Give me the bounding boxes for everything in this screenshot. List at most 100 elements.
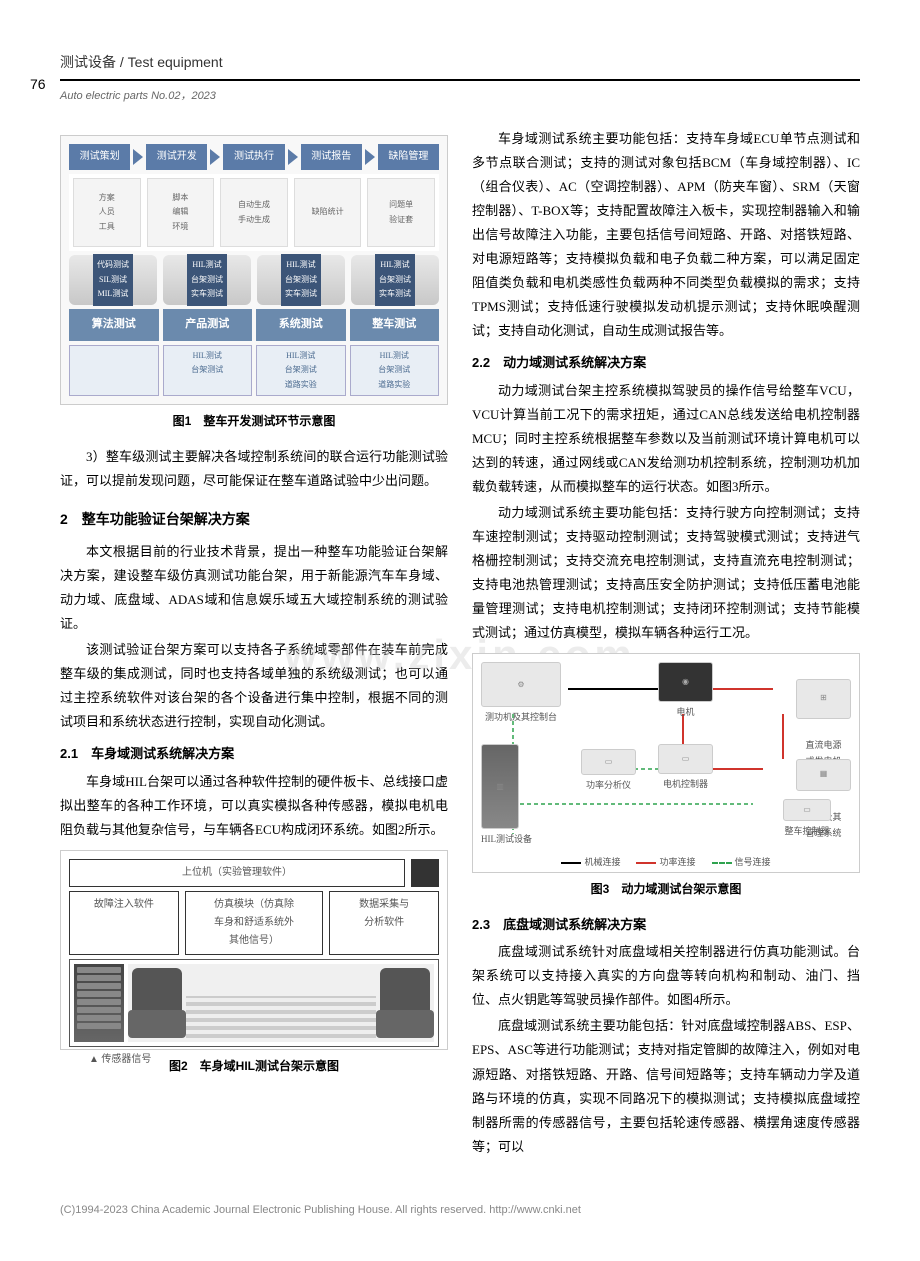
arrow-icon <box>133 149 143 165</box>
fig3-power-analyzer: ▭ 功率分析仪 <box>581 749 636 793</box>
fig3-legend-signal: 信号连接 <box>712 854 771 870</box>
figure1-mid: 方案 人员 工具 脚本 编辑 环境 自动生成 手动生成 缺陷统计 <box>69 174 439 251</box>
legend-label: 功率连接 <box>659 857 695 867</box>
page-number: 76 <box>30 72 46 97</box>
body-text: 底盘域测试系统针对底盘域相关控制器进行仿真功能测试。台架系统可以支持接入真实的方… <box>472 940 860 1012</box>
fig1-mid-panel: 方案 人员 工具 <box>73 178 141 247</box>
fig1-step: 测试策划 <box>69 144 130 170</box>
fig3-vcu: ▭ 整车控制器 <box>783 799 831 839</box>
fig2-daq: 数据采集与 分析软件 <box>329 891 439 955</box>
fig2-sensor-text: 传感器信号 <box>101 1054 151 1065</box>
fig1-mid-label: 问题单 <box>389 198 413 212</box>
fig1-step: 测试报告 <box>301 144 362 170</box>
seat-icon <box>380 968 430 1038</box>
fig1-car: 代码测试 SIL测试 MIL测试 <box>69 255 157 305</box>
fig1-car-label: 代码测试 SIL测试 MIL测试 <box>93 254 133 305</box>
page: www.zixin.com 测试设备 / Test equipment 76 A… <box>0 0 920 1261</box>
figure1-categories: 算法测试 产品测试 系统测试 整车测试 HIL测试 台架测试 HIL测试 台架测… <box>69 309 439 396</box>
fig1-car: HIL测试 台架测试 实车测试 <box>163 255 251 305</box>
two-column-layout: 测试策划 测试开发 测试执行 测试报告 缺陷管理 方案 人员 工具 <box>60 127 860 1161</box>
fig1-mid-label: 缺陷统计 <box>312 205 344 219</box>
body-text: 动力域测试台架主控系统模拟驾驶员的操作信号给整车VCU，VCU计算当前工况下的需… <box>472 379 860 499</box>
fig2-rack <box>74 964 124 1042</box>
fig3-node-label: 电机控制器 <box>658 776 713 792</box>
fig2-fault-inject: 故障注入软件 <box>69 891 179 955</box>
fig3-dyno: ⚙ 测功机及其控制台 <box>481 662 561 725</box>
fig1-car-label: HIL测试 台架测试 实车测试 <box>187 254 227 305</box>
legend-label: 机械连接 <box>584 857 620 867</box>
fig3-motor-ctrl: ▭ 电机控制器 <box>658 744 713 792</box>
fig1-cat: 算法测试 <box>69 309 159 341</box>
fig1-leaf: HIL测试 台架测试 道路实验 <box>350 345 440 396</box>
fig1-mid-label: 自动生成 <box>238 198 270 212</box>
section-2-2-title: 2.2 动力域测试系统解决方案 <box>472 351 860 374</box>
figure-1: 测试策划 测试开发 测试执行 测试报告 缺陷管理 方案 人员 工具 <box>60 135 448 405</box>
journal-info: Auto electric parts No.02，2023 <box>60 87 860 107</box>
body-text: 车身域测试系统主要功能包括：支持车身域ECU单节点测试和多节点联合测试；支持的测… <box>472 127 860 343</box>
fig1-car-label: HIL测试 台架测试 实车测试 <box>375 254 415 305</box>
fig1-step: 测试开发 <box>146 144 207 170</box>
section-2-title: 2 整车功能验证台架解决方案 <box>60 507 448 532</box>
fig2-seat-area <box>128 964 434 1042</box>
figure3-caption: 图3 动力域测试台架示意图 <box>472 879 860 901</box>
fig1-step: 缺陷管理 <box>378 144 439 170</box>
fig1-cat: 产品测试 <box>163 309 253 341</box>
fig1-mid-panel: 缺陷统计 <box>294 178 362 247</box>
fig1-car-label: HIL测试 台架测试 实车测试 <box>281 254 321 305</box>
fig1-mid-label: 验证套 <box>389 213 413 227</box>
fig3-legend-power: 功率连接 <box>636 854 695 870</box>
figure1-steps: 测试策划 测试开发 测试执行 测试报告 缺陷管理 <box>69 144 439 170</box>
fig1-mid-label: 环境 <box>172 220 188 234</box>
arrow-icon <box>365 149 375 165</box>
figure-3: ⚙ 测功机及其控制台 ◉ 电机 ⊞ 直流电源 或发电机 ▭ 功率分析仪 ▭ <box>472 653 860 873</box>
fig2-mid-row: 故障注入软件 仿真模块（仿真除 车身和舒适系统外 其他信号） 数据采集与 分析软… <box>69 891 439 955</box>
fig2-body <box>69 959 439 1047</box>
fig3-node-label: 整车控制器 <box>783 823 831 839</box>
fig2-top: 上位机（实验管理软件） <box>69 859 439 887</box>
fig1-mid-label: 手动生成 <box>238 213 270 227</box>
fig1-car: HIL测试 台架测试 实车测试 <box>257 255 345 305</box>
figure-2: 上位机（实验管理软件） 故障注入软件 仿真模块（仿真除 车身和舒适系统外 其他信… <box>60 850 448 1050</box>
left-column: 测试策划 测试开发 测试执行 测试报告 缺陷管理 方案 人员 工具 <box>60 127 448 1161</box>
arrow-icon <box>288 149 298 165</box>
legend-label: 信号连接 <box>735 857 771 867</box>
seat-icon <box>132 968 182 1038</box>
section-2-1-title: 2.1 车身域测试系统解决方案 <box>60 742 448 765</box>
fig3-hil: ▥ HIL测试设备 <box>481 744 532 847</box>
fig1-mid-panel: 问题单 验证套 <box>367 178 435 247</box>
fig1-step: 测试执行 <box>223 144 284 170</box>
fig3-node-label: HIL测试设备 <box>481 831 532 847</box>
fig3-legend: 机械连接 功率连接 信号连接 <box>473 854 859 870</box>
right-column: 车身域测试系统主要功能包括：支持车身域ECU单节点测试和多节点联合测试；支持的测… <box>472 127 860 1161</box>
section-title: 测试设备 / Test equipment <box>60 54 223 70</box>
fig2-host: 上位机（实验管理软件） <box>69 859 405 887</box>
page-footer: (C)1994-2023 China Academic Journal Elec… <box>60 1201 860 1221</box>
fig1-mid-label: 脚本 <box>172 191 188 205</box>
fig1-leaf: HIL测试 台架测试 <box>163 345 253 396</box>
fig3-node-label: 测功机及其控制台 <box>481 709 561 725</box>
fig3-node-label: 功率分析仪 <box>581 777 636 793</box>
section-2-3-title: 2.3 底盘域测试系统解决方案 <box>472 913 860 936</box>
body-text: 3）整车级测试主要解决各域控制系统间的联合运行功能测试验证，可以提前发现问题，尽… <box>60 445 448 493</box>
dashboard-icon <box>186 996 376 1038</box>
fig1-mid-panel: 自动生成 手动生成 <box>220 178 288 247</box>
figure1-cars: 代码测试 SIL测试 MIL测试 HIL测试 台架测试 实车测试 HIL测试 台… <box>69 255 439 305</box>
figure1-caption: 图1 整车开发测试环节示意图 <box>60 411 448 433</box>
fig1-mid-label: 编辑 <box>172 205 188 219</box>
body-text: 动力域测试系统主要功能包括：支持行驶方向控制测试；支持车速控制测试；支持驱动控制… <box>472 501 860 645</box>
fig1-mid-label: 方案 <box>99 191 115 205</box>
fig3-motor: ◉ 电机 <box>658 662 713 720</box>
body-text: 该测试验证台架方案可以支持各子系统域零部件在装车前完成整车级的集成测试，同时也支… <box>60 638 448 734</box>
fig1-mid-label: 工具 <box>99 220 115 234</box>
page-header: 测试设备 / Test equipment 76 <box>60 50 860 81</box>
fig1-mid-label: 人员 <box>99 205 115 219</box>
body-text: 车身域HIL台架可以通过各种软件控制的硬件板卡、总线接口虚拟出整车的各种工作环境… <box>60 770 448 842</box>
arrow-icon <box>210 149 220 165</box>
fig1-cat: 整车测试 <box>350 309 440 341</box>
fig1-cat: 系统测试 <box>256 309 346 341</box>
fig1-leaf <box>69 345 159 396</box>
fig3-node-label: 电机 <box>658 704 713 720</box>
fig3-legend-mech: 机械连接 <box>561 854 620 870</box>
fig1-car: HIL测试 台架测试 实车测试 <box>351 255 439 305</box>
body-text: 本文根据目前的行业技术背景，提出一种整车功能验证台架解决方案，建设整车级仿真测试… <box>60 540 448 636</box>
